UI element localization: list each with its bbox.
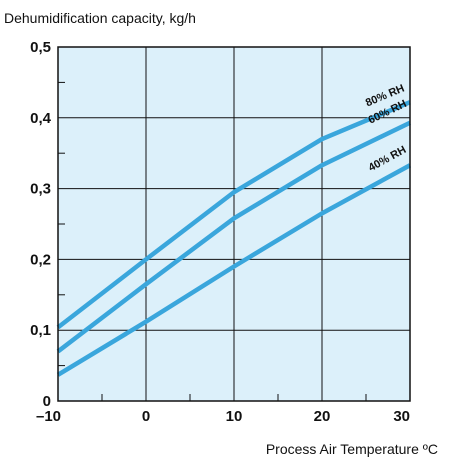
series-group (56, 100, 412, 377)
y-tick-label-0: 0 (43, 393, 51, 410)
y-tick-label-4: 0,4 (30, 110, 52, 127)
y-tick-label-2: 0,2 (30, 251, 51, 268)
minor-ticks (58, 81, 367, 401)
y-tick-labels: 0 0,1 0,2 0,3 0,4 0,5 (30, 39, 52, 410)
series-line-1 (56, 120, 411, 354)
x-tick-label-2: 10 (226, 408, 243, 425)
y-tick-label-3: 0,3 (30, 181, 51, 198)
y-tick-label-1: 0,1 (30, 322, 51, 339)
grid (58, 47, 410, 401)
x-tick-label-1: 0 (142, 408, 150, 425)
series-line-0 (56, 100, 411, 330)
x-tick-label-3: 20 (314, 408, 331, 425)
x-tick-label-4: 30 (393, 408, 410, 425)
x-tick-labels: –10 0 10 20 30 (36, 408, 410, 425)
y-axis-title: Dehumidification capacity, kg/h (4, 10, 196, 26)
y-tick-label-5: 0,5 (30, 39, 51, 56)
series-line-2 (56, 163, 412, 377)
x-tick-label-0: –10 (36, 408, 61, 425)
x-axis-title: Process Air Temperature ºC (266, 441, 438, 457)
